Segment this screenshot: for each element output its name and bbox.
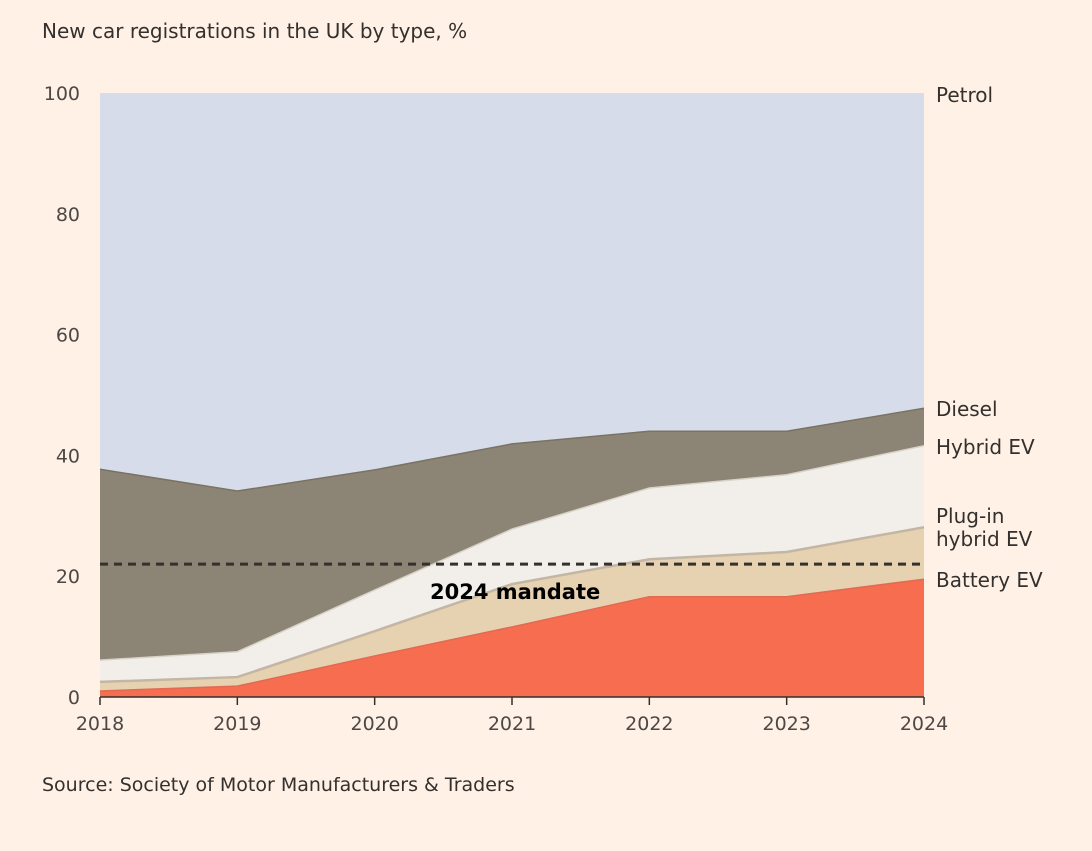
y-tick-label: 0 xyxy=(68,687,80,709)
y-tick-label: 40 xyxy=(56,445,80,467)
area-diesel xyxy=(100,408,924,661)
x-tick-label: 2020 xyxy=(350,713,398,735)
area-petrol xyxy=(100,93,924,492)
area-battery-ev xyxy=(100,579,924,697)
series-label-hybrid-ev: Hybrid EV xyxy=(936,435,1035,459)
y-tick-label: 20 xyxy=(56,566,80,588)
x-tick-label: 2018 xyxy=(76,713,124,735)
series-labels: Battery EV Plug-in hybrid EV Hybrid EV Diese… xyxy=(936,83,1043,592)
y-tick-label: 60 xyxy=(56,325,80,347)
axes-group: 0 20 40 60 80 100 2018 2019 2020 2021 2022 2023 2024 xyxy=(44,83,948,735)
x-tick-label: 2021 xyxy=(488,713,536,735)
boundary-plug-in-hybrid-ev xyxy=(99,526,925,684)
source-note: Source: Society of Motor Manufacturers &… xyxy=(42,774,515,796)
x-tick-label: 2023 xyxy=(762,713,810,735)
chart-subtitle: New car registrations in the UK by type,… xyxy=(42,19,467,43)
boundary-diesel xyxy=(99,407,925,492)
series-label-petrol: Petrol xyxy=(936,83,993,107)
y-tick-label: 80 xyxy=(56,204,80,226)
series-label-battery-ev: Battery EV xyxy=(936,568,1043,592)
mandate-label: 2024 mandate xyxy=(430,580,600,604)
y-tick-label: 100 xyxy=(44,83,80,105)
x-tick-label: 2019 xyxy=(213,713,261,735)
area-plug-in-hybrid-ev xyxy=(100,527,924,691)
areas-group xyxy=(100,93,924,697)
boundary-lines xyxy=(99,407,925,692)
series-label-plug-in-hybrid-ev: Plug-in hybrid EV xyxy=(936,504,1033,551)
x-tick-label: 2024 xyxy=(900,713,948,735)
series-label-diesel: Diesel xyxy=(936,397,998,421)
boundary-hybrid-ev xyxy=(99,445,925,661)
boundary-battery-ev xyxy=(99,578,925,692)
x-tick-label: 2022 xyxy=(625,713,673,735)
